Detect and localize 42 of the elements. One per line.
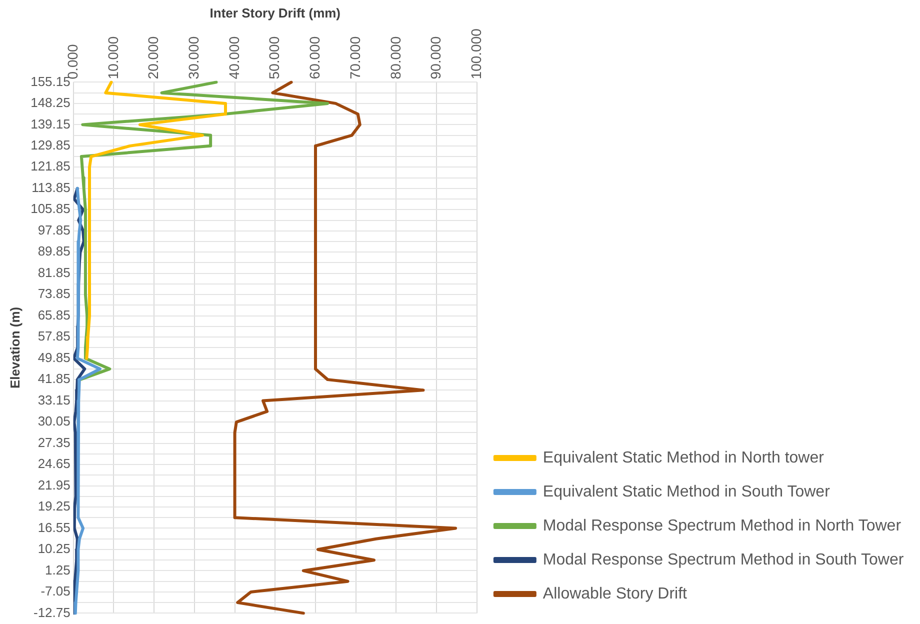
- y-tick-label: 105.85: [30, 201, 70, 216]
- y-tick-label: 81.85: [38, 264, 70, 280]
- y-tick-label: 73.85: [38, 286, 70, 302]
- y-tick-label: 21.95: [38, 477, 70, 492]
- y-tick-label: 1.25: [45, 562, 70, 578]
- x-tick-label: 90.000: [428, 36, 444, 80]
- x-tick-label: 60.000: [306, 36, 323, 80]
- x-tick-label: 40.000: [226, 36, 242, 80]
- x-tick-label: 80.000: [387, 36, 404, 80]
- x-axis-title: Inter Story Drift (mm): [210, 5, 341, 20]
- x-tick-label: 50.000: [266, 36, 282, 80]
- x-tick-label: 100.000: [468, 28, 484, 80]
- y-axis-title: Elevation (m): [7, 306, 22, 389]
- y-tick-label: -7.05: [40, 584, 70, 599]
- y-tick-label: 65.85: [38, 307, 70, 322]
- y-tick-label: 97.85: [38, 222, 70, 238]
- legend-label: Equivalent Static Method in North tower: [542, 449, 825, 466]
- legend-label: Allowable Story Drift: [542, 585, 688, 602]
- y-tick-label: 148.25: [30, 95, 70, 110]
- y-tick-label: 139.15: [30, 116, 70, 132]
- x-tick-label: 20.000: [145, 36, 162, 80]
- legend-label: Equivalent Static Method in South Tower: [542, 483, 831, 500]
- y-tick-label: 10.25: [38, 541, 70, 556]
- y-tick-label: 89.85: [38, 244, 70, 259]
- y-tick-label: 24.65: [38, 456, 70, 472]
- y-tick-label: 113.85: [32, 180, 70, 195]
- x-tick-label: 30.000: [185, 36, 202, 80]
- legend-label: Modal Response Spectrum Method in North Tower: [542, 517, 902, 534]
- y-tick-label: 16.55: [38, 520, 70, 535]
- y-tick-label: 129.85: [30, 138, 70, 153]
- x-tick-label: 70.000: [346, 36, 363, 80]
- y-tick-label: 33.15: [38, 392, 70, 408]
- y-tick-label: -12.75: [33, 604, 70, 620]
- y-tick-label: 49.85: [38, 350, 70, 365]
- y-tick-label: 57.85: [38, 328, 70, 344]
- y-tick-label: 121.85: [30, 158, 70, 174]
- y-tick-label: 41.85: [38, 371, 70, 386]
- x-tick-label: 10.000: [104, 36, 121, 80]
- legend-label: Modal Response Spectrum Method in South Tower: [542, 551, 904, 568]
- y-tick-label: 27.35: [38, 434, 70, 450]
- y-tick-label: 30.05: [38, 414, 70, 429]
- y-tick-label: 19.25: [38, 498, 70, 514]
